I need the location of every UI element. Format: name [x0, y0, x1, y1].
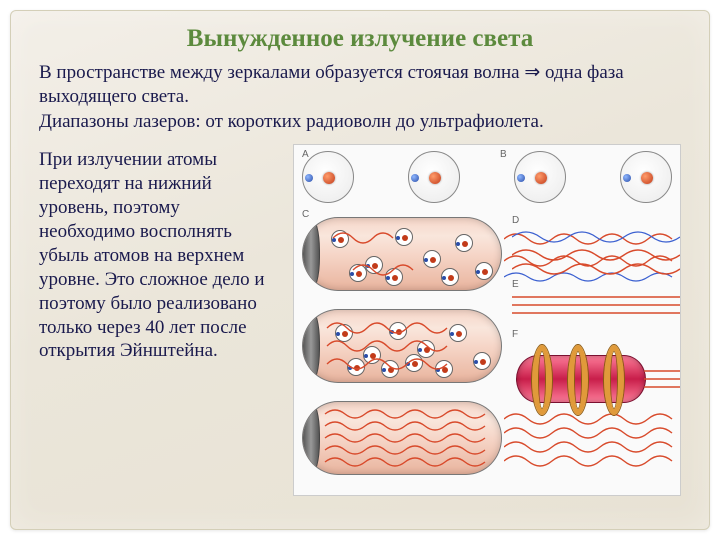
wave-panel-d	[512, 227, 680, 277]
coil-icon	[532, 345, 552, 415]
panel-label-b: B	[500, 149, 507, 160]
laser-diagram: A B C	[293, 144, 681, 496]
pump-device	[502, 335, 672, 425]
panel-label-d: D	[512, 215, 519, 226]
coil-icon	[604, 345, 624, 415]
slide-title: Вынужденное излучение света	[39, 25, 681, 53]
laser-tube	[302, 309, 502, 383]
laser-tube	[302, 217, 502, 291]
content-row: При излучении атомы переходят на нижний …	[39, 144, 681, 496]
tube-waves	[303, 310, 502, 383]
left-paragraph: При излучении атомы переходят на нижний …	[39, 144, 279, 363]
atom-icon	[620, 151, 672, 203]
atom-icon	[302, 151, 354, 203]
output-beam	[644, 365, 680, 397]
tube-waves	[303, 218, 502, 291]
coil-icon	[568, 345, 588, 415]
atom-row: A B	[302, 151, 672, 207]
slide: Вынужденное излучение света В пространст…	[10, 10, 710, 530]
atom-icon	[514, 151, 566, 203]
wave-panel-e	[512, 289, 680, 325]
tube-waves	[303, 402, 502, 475]
intro-text: В пространстве между зеркалами образуетс…	[39, 61, 681, 134]
panel-label-a: A	[302, 149, 309, 160]
atom-icon	[408, 151, 460, 203]
intro-line3: Диапазоны лазеров: от коротких радиоволн…	[39, 111, 544, 132]
intro-line1: В пространстве между зеркалами образуетс…	[39, 62, 524, 83]
implies-arrow: ⇒	[524, 62, 540, 83]
laser-tube	[302, 401, 502, 475]
